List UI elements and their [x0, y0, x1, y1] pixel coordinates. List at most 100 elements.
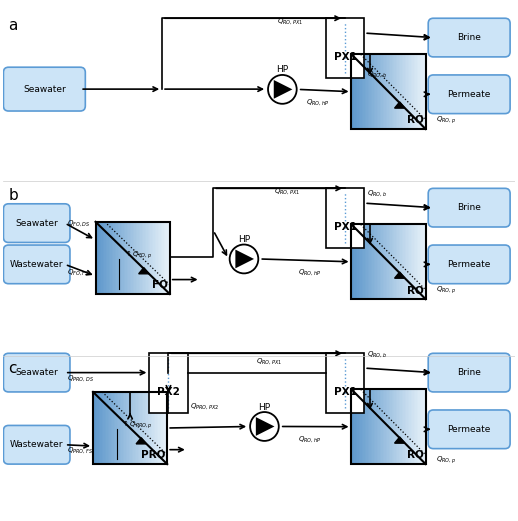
Bar	[363, 389, 365, 464]
Text: $Q_{RO,HP}$: $Q_{RO,HP}$	[298, 267, 322, 277]
Bar	[390, 389, 392, 464]
Bar	[385, 389, 387, 464]
FancyBboxPatch shape	[4, 353, 70, 392]
Bar	[412, 54, 414, 129]
Bar	[411, 389, 412, 464]
Bar	[392, 225, 393, 299]
Bar	[423, 225, 424, 299]
Bar	[417, 389, 419, 464]
Bar	[108, 392, 110, 464]
Bar	[140, 222, 142, 294]
Bar	[402, 225, 404, 299]
Bar	[351, 54, 426, 129]
Bar	[137, 392, 139, 464]
Bar	[388, 54, 390, 129]
Polygon shape	[395, 102, 405, 108]
Bar	[400, 225, 402, 299]
Bar	[136, 392, 138, 464]
Bar	[122, 222, 124, 294]
Bar	[368, 389, 369, 464]
Bar	[139, 392, 141, 464]
Bar	[405, 54, 407, 129]
Bar	[363, 54, 365, 129]
Bar	[387, 54, 389, 129]
Bar	[366, 389, 368, 464]
Bar	[156, 222, 158, 294]
Bar	[112, 392, 114, 464]
Bar	[110, 222, 112, 294]
Bar	[98, 222, 100, 294]
Bar	[123, 392, 124, 464]
Bar	[371, 389, 372, 464]
Bar	[356, 225, 357, 299]
Text: RO: RO	[407, 116, 424, 126]
Bar	[421, 389, 423, 464]
Bar	[373, 389, 376, 464]
Bar	[421, 225, 423, 299]
Bar	[117, 222, 118, 294]
Text: Wastewater: Wastewater	[10, 440, 63, 449]
Bar	[372, 54, 374, 129]
Bar	[162, 222, 164, 294]
Text: $Q_{RO,HP}$: $Q_{RO,HP}$	[298, 434, 322, 444]
Bar	[399, 225, 401, 299]
Text: Seawater: Seawater	[23, 84, 66, 94]
Text: c: c	[9, 361, 17, 376]
Text: Seawater: Seawater	[16, 219, 58, 228]
Bar	[147, 392, 148, 464]
Bar	[397, 389, 399, 464]
Bar	[378, 389, 380, 464]
Bar	[414, 54, 415, 129]
Bar	[140, 392, 142, 464]
Bar	[378, 225, 380, 299]
Circle shape	[229, 244, 258, 274]
Bar	[126, 392, 127, 464]
Bar	[113, 222, 115, 294]
Bar	[392, 54, 393, 129]
Bar	[375, 225, 377, 299]
Bar	[150, 222, 152, 294]
Bar	[95, 222, 97, 294]
Bar	[411, 54, 412, 129]
Bar	[95, 222, 170, 294]
Bar	[397, 225, 399, 299]
Bar	[94, 392, 96, 464]
Bar	[420, 225, 422, 299]
Bar	[351, 54, 353, 129]
Bar	[142, 392, 143, 464]
Text: RO: RO	[407, 451, 424, 461]
Bar	[402, 389, 404, 464]
Bar	[362, 389, 364, 464]
Bar	[406, 225, 408, 299]
Bar	[366, 225, 368, 299]
Bar	[397, 54, 399, 129]
Bar	[385, 54, 387, 129]
Bar	[105, 392, 107, 464]
Bar	[404, 54, 405, 129]
Text: HP: HP	[238, 235, 250, 244]
Bar	[420, 389, 422, 464]
Bar	[119, 222, 121, 294]
Bar	[408, 54, 410, 129]
FancyBboxPatch shape	[428, 353, 510, 392]
Text: $Q_{RO,b}$: $Q_{RO,b}$	[367, 69, 387, 79]
Bar	[408, 389, 410, 464]
Text: $Q_{RO,PX1}$: $Q_{RO,PX1}$	[275, 186, 300, 196]
Bar	[417, 54, 419, 129]
Bar	[102, 222, 103, 294]
Text: Permeate: Permeate	[448, 425, 491, 434]
Bar	[369, 225, 371, 299]
Bar	[412, 225, 414, 299]
Bar	[388, 225, 390, 299]
Text: Permeate: Permeate	[448, 260, 491, 269]
Text: Seawater: Seawater	[16, 368, 58, 377]
Text: PRO: PRO	[141, 451, 165, 461]
Text: FO: FO	[152, 280, 168, 290]
Bar	[154, 392, 155, 464]
FancyBboxPatch shape	[428, 245, 510, 284]
Polygon shape	[136, 438, 147, 444]
Text: HP: HP	[276, 65, 289, 75]
Bar	[125, 222, 127, 294]
Bar	[118, 222, 120, 294]
Bar	[375, 54, 377, 129]
